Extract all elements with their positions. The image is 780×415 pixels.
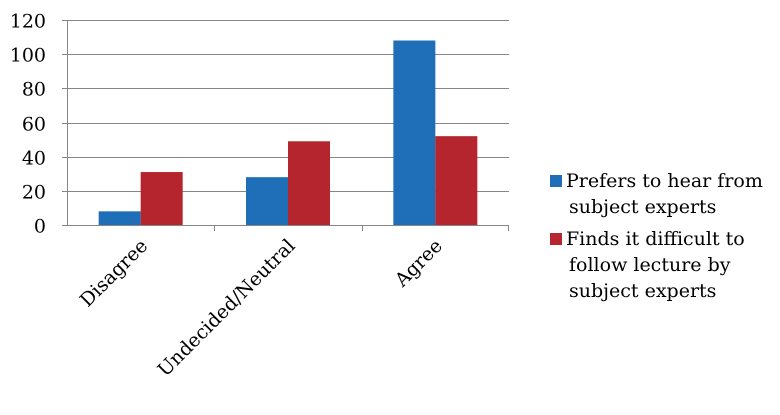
- legend-label: Finds it difficult to follow lecture by su…: [566, 228, 745, 302]
- y-tick-label: 100: [10, 45, 46, 67]
- legend-label: Prefers to hear from subject experts: [566, 170, 763, 218]
- legend-swatch: [550, 233, 562, 245]
- x-category-label: Disagree: [76, 235, 152, 311]
- legend-label-line: subject experts: [569, 196, 716, 218]
- bar-disagree-series-1: [98, 211, 141, 225]
- x-category-label: Undecided/Neutral: [153, 235, 299, 381]
- legend-label-line: Finds it difficult to: [566, 228, 745, 250]
- y-tick-label: 40: [22, 148, 46, 170]
- x-category-label: Agree: [390, 235, 447, 292]
- legend: Prefers to hear from subject expertsFinds…: [550, 170, 763, 302]
- y-tick-label: 0: [34, 216, 46, 238]
- bar-agree-series-2: [435, 136, 478, 225]
- bar-undecided-neutral-series-1: [246, 177, 288, 225]
- legend-item-series-2: Finds it difficult to follow lecture by su…: [550, 228, 745, 302]
- bar-undecided-neutral-series-2: [288, 141, 330, 225]
- bars: [98, 40, 478, 225]
- bar-disagree-series-2: [140, 172, 183, 225]
- y-tick-label: 80: [22, 79, 46, 101]
- y-tick-label: 60: [22, 114, 46, 136]
- legend-label-line: Prefers to hear from: [566, 170, 763, 192]
- bar-agree-series-1: [393, 40, 436, 225]
- y-tick-label: 20: [22, 182, 46, 204]
- y-tick-label: 120: [10, 11, 46, 33]
- legend-label-line: follow lecture by: [569, 254, 731, 276]
- legend-label-line: subject experts: [569, 280, 716, 302]
- axes: [62, 20, 509, 231]
- legend-swatch: [550, 175, 562, 187]
- labels: 0 20 40 60 80 100 120 Disagree Undecided/Neutral…: [10, 11, 447, 382]
- legend-item-series-1: Prefers to hear from subject experts: [550, 170, 763, 218]
